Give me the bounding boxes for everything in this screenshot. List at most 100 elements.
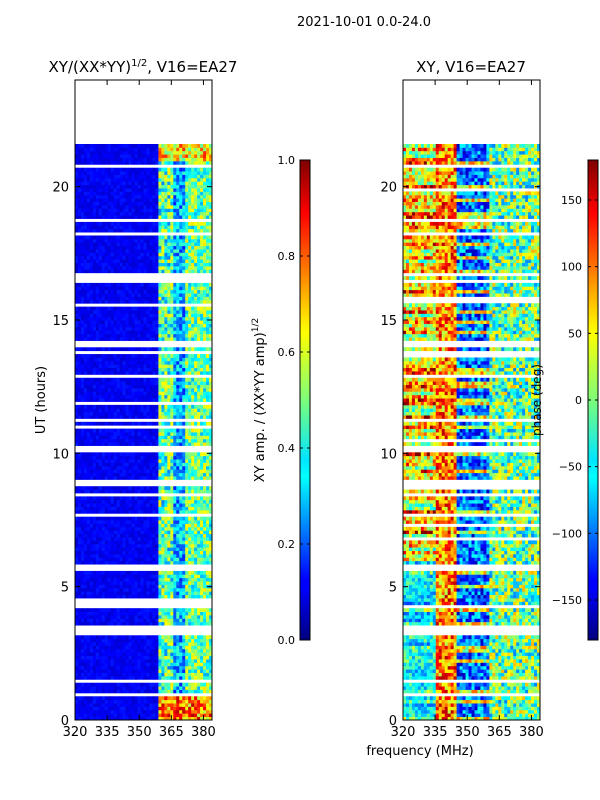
heatmap-cell: [200, 262, 204, 267]
heatmap-cell: [209, 486, 212, 490]
heatmap-cell: [191, 394, 195, 399]
heatmap-cell: [200, 428, 204, 433]
heatmap-cell: [77, 621, 82, 626]
heatmap-cell: [146, 621, 150, 626]
heatmap-cell: [179, 570, 183, 575]
heatmap-cell: [170, 367, 174, 372]
heatmap-cell: [182, 299, 186, 304]
heatmap-cell: [125, 421, 130, 426]
heatmap-cell: [92, 618, 97, 623]
heatmap-cell: [176, 354, 180, 358]
heatmap-cell: [128, 299, 132, 304]
heatmap-cell: [149, 614, 153, 619]
heatmap-cell: [164, 611, 168, 616]
heatmap-cell: [173, 669, 177, 673]
heatmap-cell: [200, 476, 204, 480]
heatmap-cell: [137, 499, 141, 504]
heatmap-cell: [137, 265, 141, 270]
heatmap-cell: [101, 398, 106, 402]
heatmap-cell: [80, 543, 85, 548]
heatmap-cell: [89, 655, 94, 660]
heatmap-cell: [107, 533, 112, 538]
heatmap-cell: [152, 550, 156, 555]
heatmap-cell: [122, 465, 127, 470]
heatmap-cell: [203, 262, 207, 267]
heatmap-cell: [104, 265, 109, 270]
heatmap-cell: [125, 330, 130, 335]
heatmap-cell: [116, 662, 121, 667]
heatmap-cell: [191, 689, 195, 694]
heatmap-cell: [116, 642, 121, 646]
heatmap-cell: [125, 282, 130, 287]
heatmap-cell: [98, 306, 103, 311]
heatmap-cell: [110, 357, 115, 362]
heatmap-cell: [158, 282, 162, 287]
heatmap-cell: [170, 286, 174, 291]
heatmap-cell: [119, 537, 124, 541]
heatmap-cell: [104, 387, 109, 392]
heatmap-cell: [89, 293, 94, 297]
heatmap-cell: [131, 387, 135, 392]
heatmap-cell: [149, 330, 153, 335]
heatmap-cell: [146, 635, 150, 640]
heatmap-cell: [206, 333, 210, 338]
heatmap-cell: [107, 391, 112, 396]
heatmap-cell: [167, 428, 171, 433]
heatmap-cell: [152, 391, 156, 396]
heatmap-cell: [206, 516, 210, 521]
heatmap-cell: [167, 648, 171, 653]
heatmap-cell: [155, 716, 159, 720]
heatmap-cell: [197, 459, 201, 463]
heatmap-cell: [131, 265, 135, 270]
heatmap-cell: [173, 337, 177, 341]
heatmap-cell: [116, 682, 121, 687]
heatmap-cell: [206, 672, 210, 677]
heatmap-cell: [173, 696, 177, 701]
heatmap-cell: [173, 557, 177, 562]
heatmap-cell: [128, 398, 132, 402]
heatmap-cell: [77, 259, 82, 263]
heatmap-cell: [206, 686, 210, 690]
heatmap-cell: [137, 608, 141, 612]
heatmap-cell: [200, 594, 204, 599]
heatmap-cell: [95, 465, 100, 470]
heatmap-cell: [161, 608, 165, 612]
heatmap-cell: [119, 391, 124, 396]
heatmap-cell: [188, 489, 192, 494]
heatmap-cell: [158, 347, 162, 352]
heatmap-cell: [194, 384, 198, 389]
heatmap-cell: [116, 394, 121, 399]
heatmap-cell: [77, 520, 82, 524]
heatmap-cell: [107, 506, 112, 511]
heatmap-cell: [191, 316, 195, 321]
heatmap-cell: [92, 699, 97, 704]
heatmap-cell: [194, 337, 198, 341]
heatmap-cell: [125, 262, 130, 267]
heatmap-cell: [95, 455, 100, 460]
heatmap-cell: [200, 323, 204, 328]
heatmap-cell: [173, 699, 177, 704]
heatmap-cell: [134, 472, 138, 477]
heatmap-cell: [119, 472, 124, 477]
heatmap-cell: [206, 553, 210, 558]
heatmap-cell: [104, 506, 109, 511]
heatmap-cell: [185, 659, 189, 663]
heatmap-cell: [176, 296, 180, 301]
heatmap-cell: [146, 415, 150, 419]
heatmap-cell: [86, 432, 91, 436]
heatmap-cell: [176, 320, 180, 324]
heatmap-cell: [119, 526, 124, 531]
heatmap-cell: [77, 452, 82, 457]
heatmap-cell: [92, 516, 97, 521]
heatmap-cell: [188, 310, 192, 314]
heatmap-cell: [167, 533, 171, 538]
heatmap-cell: [119, 469, 124, 474]
heatmap-cell: [134, 645, 138, 650]
heatmap-cell: [83, 371, 88, 375]
heatmap-cell: [110, 316, 115, 321]
heatmap-cell: [146, 550, 150, 555]
heatmap-cell: [170, 642, 174, 646]
heatmap-cell: [77, 503, 82, 507]
heatmap-cell: [125, 306, 130, 311]
heatmap-cell: [197, 367, 201, 372]
